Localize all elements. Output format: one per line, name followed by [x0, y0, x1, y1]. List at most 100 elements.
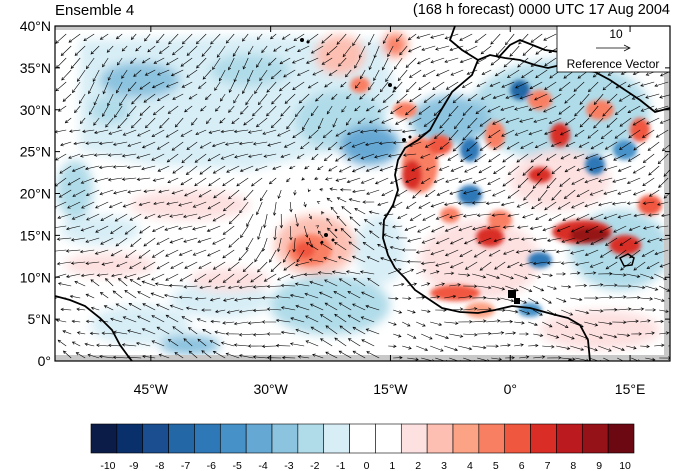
wind-vector	[517, 177, 529, 189]
wind-vector	[659, 309, 669, 313]
wind-vector	[444, 225, 459, 232]
wind-vector	[57, 339, 67, 347]
wind-vector	[105, 117, 114, 128]
wind-vector	[365, 105, 375, 112]
wind-vector	[295, 304, 310, 311]
wind-vector	[137, 291, 151, 299]
wind-vector	[147, 45, 156, 53]
wind-vector	[208, 129, 221, 134]
wind-vector	[541, 249, 557, 253]
wind-vector	[542, 345, 555, 349]
wind-vector	[281, 355, 296, 360]
wind-vector	[236, 273, 249, 283]
wind-vector	[519, 285, 533, 293]
wind-vector	[506, 69, 520, 78]
wind-vector	[182, 213, 198, 219]
wind-vector	[570, 249, 585, 255]
wind-vector	[227, 285, 240, 290]
lake-chad	[618, 253, 635, 267]
wind-vector	[627, 105, 641, 113]
wind-vector	[181, 33, 193, 45]
wind-vector	[491, 331, 505, 335]
wind-vector	[259, 69, 268, 82]
wind-vector	[663, 169, 670, 177]
wind-vector	[272, 165, 282, 170]
wind-vector	[69, 129, 81, 133]
wind-vector	[62, 350, 72, 359]
wind-vector	[117, 117, 128, 129]
wind-vector	[530, 33, 543, 43]
wind-vector	[633, 141, 646, 151]
wind-vector	[416, 321, 426, 327]
wind-vector	[368, 81, 375, 91]
wind-vector	[631, 93, 646, 100]
wind-vector	[95, 225, 109, 233]
wind-vector	[354, 208, 366, 215]
wind-vector	[589, 283, 604, 287]
wind-vector	[231, 117, 240, 124]
wind-vector	[212, 261, 226, 270]
wind-vector	[393, 282, 405, 287]
wind-vector	[604, 141, 618, 150]
wind-vector	[76, 69, 86, 82]
wind-vector	[122, 316, 137, 323]
wind-vector	[584, 177, 599, 184]
wind-vector	[319, 338, 333, 347]
wind-vector	[337, 256, 352, 263]
wind-vector	[58, 189, 72, 198]
wind-vector	[167, 339, 179, 347]
wind-vector	[378, 141, 394, 145]
wind-vector	[144, 33, 151, 42]
wind-vector	[239, 165, 254, 172]
wind-vector	[575, 261, 590, 266]
wind-vector	[199, 141, 212, 149]
wind-vector	[561, 285, 572, 289]
wind-vector	[233, 321, 249, 326]
wind-vector	[395, 117, 408, 125]
wind-vector	[562, 213, 576, 221]
wind-vector	[612, 295, 627, 299]
wind-vector	[382, 93, 394, 103]
wind-vector	[392, 141, 408, 145]
wind-vector	[129, 261, 142, 269]
wind-vector	[435, 261, 450, 267]
wind-vector	[136, 177, 151, 181]
wind-vector	[530, 153, 543, 163]
colorbar-swatch	[168, 423, 195, 454]
wind-vector	[514, 273, 528, 280]
wind-vector	[589, 333, 604, 339]
ensemble-title: Ensemble 4	[55, 2, 135, 19]
wind-vector	[156, 261, 170, 270]
wind-vector	[247, 297, 263, 301]
wind-vector	[402, 321, 411, 327]
wind-vector	[387, 129, 403, 133]
wind-vector	[359, 129, 375, 134]
wind-vector	[194, 297, 207, 301]
wind-vector	[275, 318, 291, 323]
wind-vector	[312, 353, 324, 359]
wind-vector	[435, 333, 450, 340]
wind-vector	[156, 326, 170, 335]
wind-vector	[219, 69, 226, 82]
wind-vector	[294, 261, 310, 267]
wind-vector	[612, 177, 627, 183]
wind-vector	[115, 33, 123, 40]
colorbar-label: -9	[129, 460, 138, 471]
wind-vector	[142, 261, 156, 270]
colorbar-label: 0	[364, 460, 370, 471]
wind-vector	[186, 141, 198, 150]
wind-vector	[407, 333, 417, 339]
wind-vector	[377, 105, 389, 113]
wind-vector	[271, 93, 282, 105]
wind-vector	[472, 296, 487, 300]
wind-vector	[275, 295, 291, 299]
wind-vector	[197, 213, 212, 220]
wind-vector	[311, 153, 319, 161]
wind-vector	[648, 189, 660, 197]
wind-vector	[261, 320, 277, 324]
wind-vector	[579, 93, 590, 105]
lat-tick-label: 0°	[38, 353, 51, 369]
wind-vector	[434, 129, 445, 140]
wind-vector	[373, 69, 380, 82]
wind-vector	[207, 249, 221, 257]
